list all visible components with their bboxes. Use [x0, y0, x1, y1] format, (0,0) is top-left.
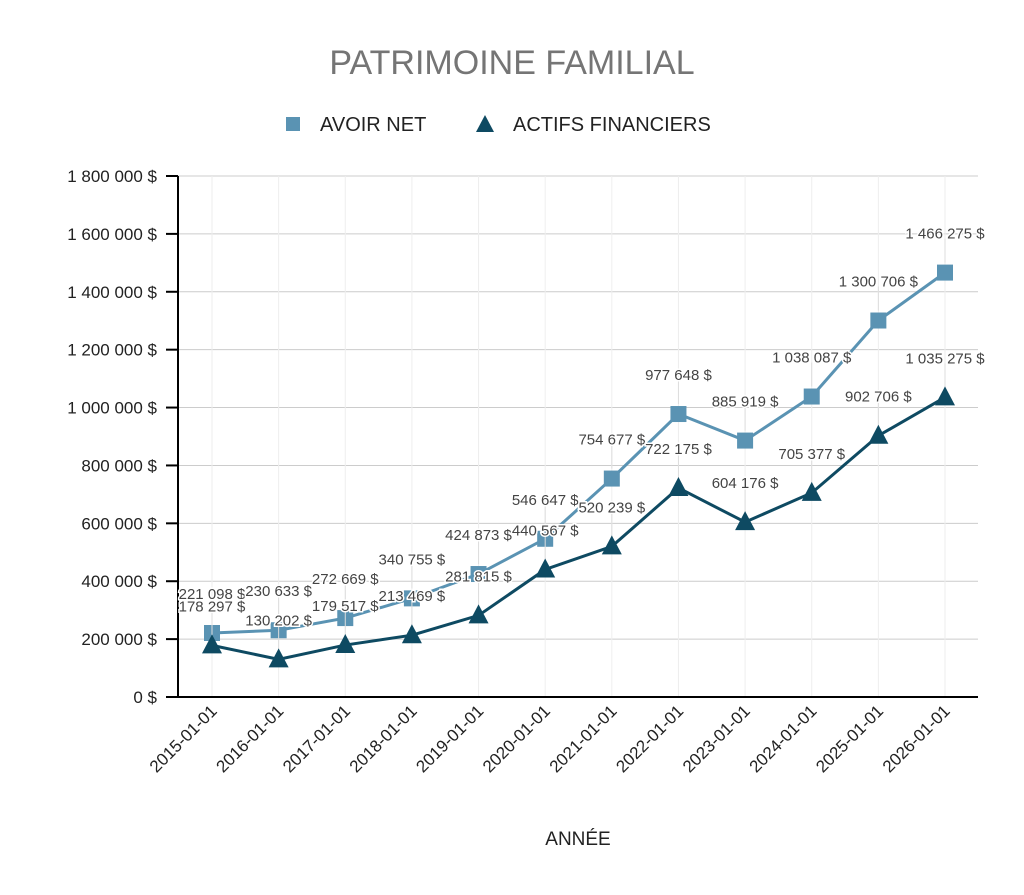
- data-label: 178 297 $: [179, 598, 246, 615]
- data-label: 281 815 $: [445, 568, 512, 585]
- data-label: 213 469 $: [379, 588, 446, 605]
- data-point-square: [403, 590, 420, 607]
- data-point-square: [870, 312, 887, 329]
- data-label: 705 377 $: [778, 446, 845, 463]
- x-tick-label: 2026-01-01: [879, 701, 954, 776]
- data-label: 546 647 $: [512, 492, 579, 509]
- series-line: [211, 396, 946, 661]
- data-point-triangle: [202, 634, 222, 654]
- data-label: 130 202 $: [245, 612, 312, 629]
- data-point-triangle: [801, 481, 822, 501]
- data-label: 179 517 $: [312, 598, 379, 615]
- data-label: 440 567 $: [512, 522, 579, 539]
- x-tick-label: 2023-01-01: [679, 701, 754, 776]
- data-label: 722 175 $: [645, 441, 712, 458]
- x-tick-label: 2025-01-01: [812, 701, 887, 776]
- data-point-square: [937, 264, 953, 281]
- x-tick-label: 2017-01-01: [279, 701, 354, 776]
- data-label: 221 098 $: [179, 586, 246, 603]
- chart-title: PATRIMOINE FAMILIAL: [329, 44, 694, 82]
- y-tick-label: 0 $: [133, 688, 157, 707]
- x-tick-label: 2015-01-01: [146, 701, 221, 776]
- data-point-triangle: [735, 511, 756, 531]
- y-tick-label: 600 000 $: [81, 514, 157, 533]
- y-tick-label: 800 000 $: [81, 456, 157, 475]
- y-tick-label: 1 800 000 $: [67, 167, 157, 186]
- legend-label: AVOIR NET: [320, 114, 426, 136]
- x-tick-label: 2018-01-01: [346, 701, 421, 776]
- data-point-triangle: [601, 535, 622, 555]
- data-label: 604 176 $: [712, 475, 779, 492]
- legend-triangle-icon: [476, 115, 494, 132]
- x-axis-title: ANNÉE: [545, 829, 610, 850]
- y-tick-label: 1 200 000 $: [67, 341, 157, 360]
- y-tick-label: 200 000 $: [81, 630, 157, 649]
- y-tick-label: 400 000 $: [81, 572, 157, 591]
- x-tick-label: 2020-01-01: [479, 701, 554, 776]
- legend-label: ACTIFS FINANCIERS: [513, 114, 711, 136]
- data-label: 1 038 087 $: [772, 350, 852, 367]
- data-point-triangle: [401, 624, 422, 644]
- y-tick-label: 1 600 000 $: [67, 225, 157, 244]
- data-point-triangle: [868, 424, 889, 444]
- x-tick-label: 2016-01-01: [213, 701, 288, 776]
- y-tick-label: 1 400 000 $: [67, 283, 157, 302]
- series-group: [202, 238, 955, 668]
- data-point-triangle: [535, 558, 556, 578]
- data-label: 754 677 $: [578, 432, 645, 449]
- data-label: 902 706 $: [845, 389, 912, 406]
- data-label: 230 633 $: [245, 583, 312, 600]
- data-label: 520 239 $: [578, 499, 645, 516]
- y-tick-label: 1 000 000 $: [67, 399, 157, 418]
- x-tick-label: 2019-01-01: [412, 701, 487, 776]
- data-point-triangle: [468, 604, 489, 624]
- data-point-square: [603, 470, 620, 487]
- data-label: 272 669 $: [312, 571, 379, 588]
- data-point-triangle: [935, 386, 955, 406]
- data-label: 424 873 $: [445, 527, 512, 544]
- data-point-square: [670, 406, 687, 423]
- x-tick-label: 2022-01-01: [612, 701, 687, 776]
- data-point-triangle: [668, 476, 689, 496]
- data-label: 1 035 275 $: [905, 350, 985, 367]
- data-point-triangle: [335, 634, 356, 654]
- data-point-square: [803, 388, 820, 405]
- data-label: 1 300 706 $: [839, 274, 919, 291]
- x-tick-label: 2024-01-01: [746, 701, 821, 776]
- series-line: [211, 271, 946, 635]
- data-label: 340 755 $: [379, 551, 446, 568]
- data-point-square: [470, 566, 487, 583]
- data-label: 1 466 275 $: [905, 226, 985, 243]
- data-point-square: [737, 432, 754, 449]
- legend-square-icon: [286, 117, 300, 131]
- data-label: 977 648 $: [645, 367, 712, 384]
- x-tick-label: 2021-01-01: [546, 701, 621, 776]
- data-label: 885 919 $: [712, 394, 779, 411]
- data-point-triangle: [268, 648, 289, 668]
